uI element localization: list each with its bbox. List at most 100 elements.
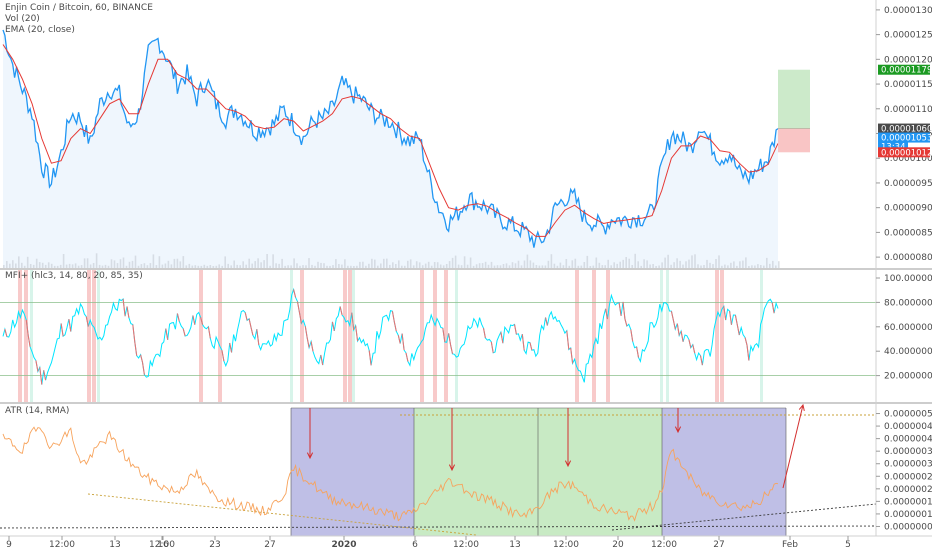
volume-bar [344,259,346,268]
volume-bar [182,256,185,268]
price-legend[interactable]: Enjin Coin / Bitcoin, 60, BINANCE Vol (2… [5,3,153,36]
volume-bar [161,264,164,268]
volume-bar [568,265,571,268]
volume-bar [278,263,280,268]
volume-bar [667,254,669,268]
volume-bar [152,254,155,268]
atr-label: ATR (14, RMA) [5,406,70,416]
volume-bar [589,266,592,268]
volume-bar [314,265,316,268]
volume-bar [110,259,113,268]
volume-bar [592,265,595,268]
mfi-tick-label: 100.00000000 [884,274,932,284]
volume-bar [317,261,319,268]
volume-bar [248,258,250,268]
volume-bar [547,260,550,268]
volume-bar [398,260,400,268]
mfi-panel[interactable] [0,270,876,402]
volume-bar [718,255,720,268]
volume-bar [436,262,439,268]
volume-bar [233,260,235,268]
volume-bar [158,256,161,268]
mfi-axis[interactable]: 100.00000000 80.00000000 60.00000000 40.000… [876,274,932,382]
volume-bar [562,265,565,268]
volume-bar [15,263,17,268]
volume-bar [535,265,538,268]
volume-bar [439,264,442,268]
volume-bar [356,265,358,268]
volume-bar [673,262,675,268]
volume-bar [493,265,496,268]
volume-bar [772,260,774,268]
volume-bar [56,265,59,268]
volume-bar [415,261,418,268]
volume-bar [700,265,702,268]
volume-bar [164,263,167,268]
mfi-overbought-column [575,270,579,402]
volume-bar [499,265,502,268]
position-target-zone[interactable] [778,69,810,129]
volume-bar [140,264,143,268]
mfi-overbought-column [18,270,22,402]
volume-bar [523,260,526,268]
volume-bar [637,261,639,268]
volume-bar [299,265,301,268]
position-stop-zone[interactable] [778,128,810,153]
volume-bar [137,265,140,268]
atr-legend[interactable]: ATR (14, RMA) [5,406,69,417]
volume-bar [365,265,367,268]
entry-price-tag-bg [878,123,930,134]
volume-bar [23,265,26,268]
volume-bar [329,265,331,268]
time-tick-label: 13 [109,540,120,550]
volume-bar [586,255,589,268]
volume-bar [604,265,606,268]
volume-bar [218,264,220,268]
volume-bar [281,258,283,268]
volume-bar [430,265,433,268]
volume-bar [532,262,535,268]
volume-bar [68,263,71,268]
volume-bar [209,265,212,268]
volume-bar [44,264,47,268]
volume-bar [71,264,74,268]
volume-bar [463,256,466,268]
volume-bar [625,257,627,268]
volume-bar [287,265,289,268]
volume-bar [59,264,62,268]
mfi-layer [0,270,876,402]
mfi-overbought-column [87,270,91,402]
volume-bar [86,258,89,268]
volume-bar [685,261,687,268]
volume-bar [433,262,436,268]
volume-bar [395,264,397,268]
volume-label: Vol (20) [5,14,40,24]
volume-bar [257,258,259,268]
time-tick-label: 27 [264,540,275,550]
mfi-label: MFI+ (hlc3, 14, 80, 20, 85, 35) [5,271,143,281]
volume-bar [377,265,379,268]
time-tick-label: 27 [713,540,724,550]
volume-bar [502,264,505,268]
volume-bar [104,264,107,268]
volume-bar [227,263,229,268]
volume-bar [113,260,116,268]
volume-bar [766,257,768,268]
mfi-overbought-column [24,270,28,402]
volume-bar [107,265,110,268]
volume-bar [290,265,292,268]
volume-bar [739,261,741,268]
volume-bar [427,261,430,268]
volume-bar [362,261,364,268]
annotation-arrow-head [448,464,456,472]
volume-bar [538,265,541,268]
volume-bar [445,264,448,268]
mfi-legend[interactable]: MFI+ (hlc3, 14, 80, 20, 85, 35) [5,271,143,282]
volume-bar [706,259,708,268]
volume-bar [269,265,271,268]
volume-bar [389,264,391,268]
volume-bar [122,257,125,268]
